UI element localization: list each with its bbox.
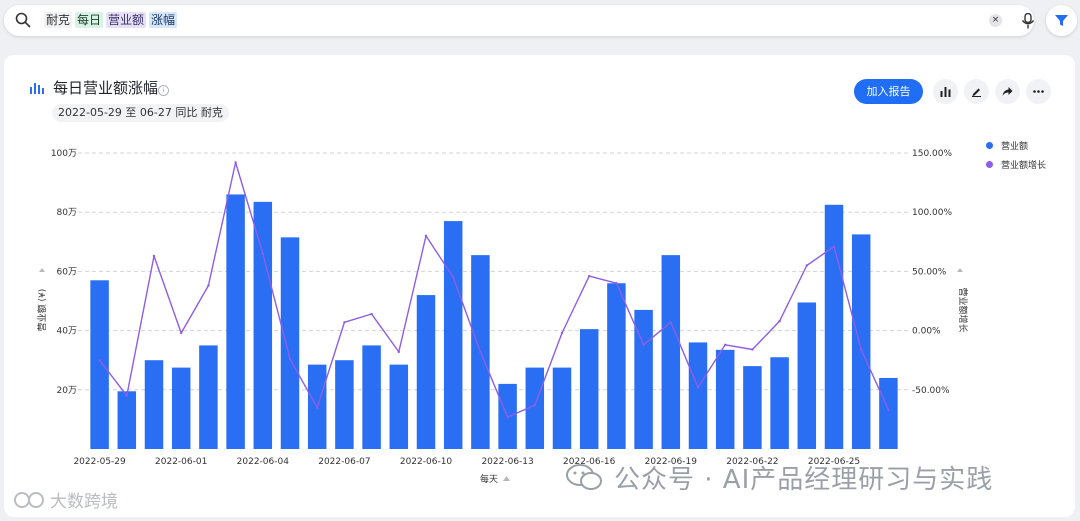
share-button[interactable] <box>995 79 1020 104</box>
share-icon <box>1002 87 1013 96</box>
corner-watermark: 大数跨境 <box>50 492 118 512</box>
search-icon <box>15 12 31 28</box>
bar-chart-icon <box>30 83 44 94</box>
legend-item-revenue[interactable]: 营业额 <box>986 139 1046 152</box>
pencil-icon <box>972 88 981 97</box>
search-tokens[interactable]: 耐克 每日 营业额 涨幅 <box>44 12 178 28</box>
wechat-logo-icon <box>566 464 602 490</box>
search-token-growth[interactable]: 涨幅 <box>149 12 178 28</box>
watermark-text: 公众号 · AI产品经理研习与实践 <box>614 465 994 495</box>
chart-type-button[interactable] <box>933 79 958 104</box>
chart-card: 每日营业额涨幅 i 2022-05-29 至 06-27 同比 耐克 加入报告 … <box>4 55 1075 517</box>
search-bar[interactable]: 耐克 每日 营业额 涨幅 × <box>4 5 1035 36</box>
clear-search-button[interactable]: × <box>989 14 1002 27</box>
more-button[interactable] <box>1026 79 1051 104</box>
filter-button[interactable] <box>1046 5 1077 36</box>
filter-icon <box>1055 15 1068 26</box>
legend-label-growth: 营业额增长 <box>1001 160 1047 171</box>
chart-title: 每日营业额涨幅 <box>53 79 159 97</box>
edit-button[interactable] <box>964 79 989 104</box>
search-token-brand[interactable]: 耐克 <box>44 12 73 28</box>
legend-item-growth[interactable]: 营业额增长 <box>986 158 1047 171</box>
info-icon[interactable]: i <box>158 85 169 96</box>
corner-logo-icon <box>14 492 44 508</box>
legend-dot-growth <box>986 160 993 168</box>
microphone-icon[interactable] <box>1021 13 1035 29</box>
add-to-report-button[interactable]: 加入报告 <box>854 79 923 104</box>
legend-dot-revenue <box>986 141 993 149</box>
chart-legend: 营业额 营业额增长 <box>986 139 1046 177</box>
search-token-period[interactable]: 每日 <box>75 12 104 28</box>
chart-subtitle: 2022-05-29 至 06-27 同比 耐克 <box>52 104 229 122</box>
legend-label-revenue: 营业额 <box>1001 141 1029 152</box>
search-token-metric[interactable]: 营业额 <box>106 12 147 28</box>
bar-chart-icon <box>940 87 951 97</box>
more-icon <box>1033 90 1044 93</box>
